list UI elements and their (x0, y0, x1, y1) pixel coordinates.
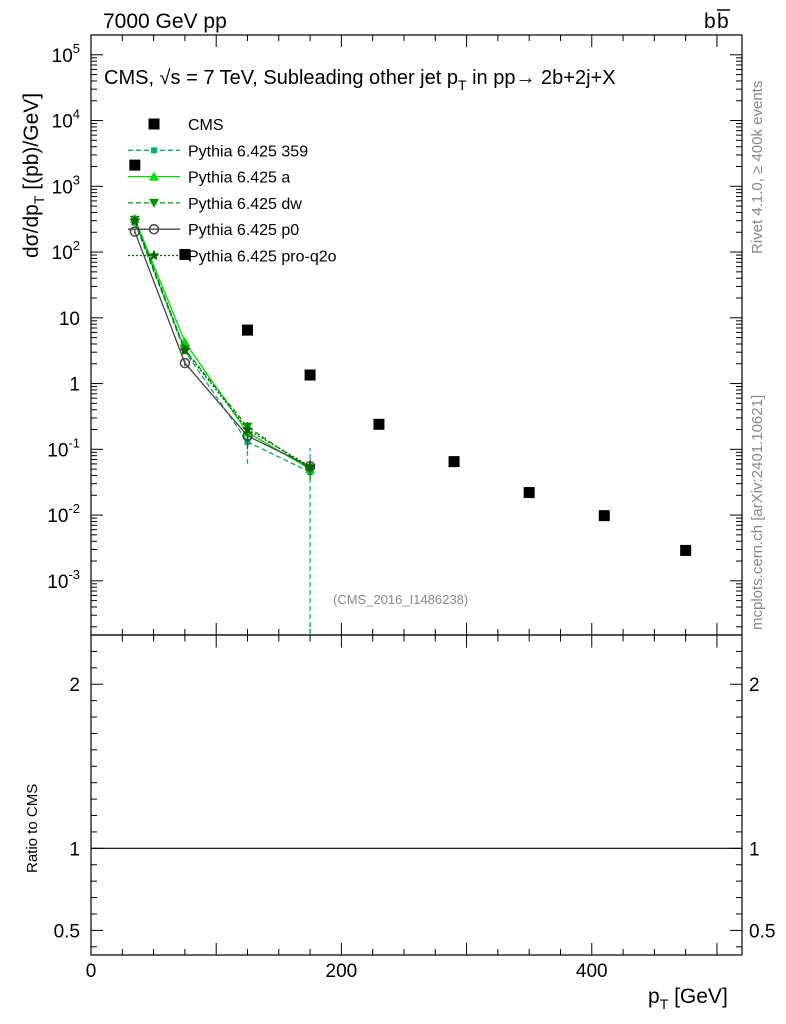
y-tick-label: 103 (52, 172, 80, 198)
x-tick-labels: 0 200 400 (86, 961, 608, 982)
header-left: 7000 GeV pp (103, 10, 227, 33)
cms-point (523, 487, 535, 499)
pythia-6-425-pro-q2o-point (304, 460, 316, 472)
pythia-6-425-pro-q2o-point (179, 344, 191, 356)
ratio-y-tick-labels: 0.5 0.5 1 1 2 2 (54, 675, 776, 942)
header-right: b b (704, 9, 730, 33)
ratio-tick-label-right: 2 (749, 675, 760, 696)
y-tick-label: 105 (52, 41, 80, 67)
cms-point (241, 324, 253, 336)
legend-marker (149, 198, 159, 208)
y-tick-label: 102 (52, 238, 80, 264)
y-tick-label: 1 (69, 375, 80, 396)
x-tick-label: 200 (326, 961, 358, 982)
legend-marker (149, 171, 159, 181)
ratio-tick-label-right: 1 (749, 839, 760, 860)
cms-point (373, 418, 385, 430)
legend: CMS Pythia 6.425 359 Pythia 6.425 a Pythia … (128, 117, 337, 266)
pythia-6-425-pro-q2o-line (134, 220, 311, 467)
y-tick-label: 104 (52, 107, 80, 133)
cms-point (179, 248, 191, 260)
pythia-6-425-p0-point (129, 226, 141, 237)
legend-marker (148, 249, 160, 261)
ratio-plot-frame (90, 634, 743, 956)
y-tick-label: 10-3 (47, 567, 80, 593)
main-axis-ticks (91, 34, 742, 628)
x-tick-label: 400 (576, 961, 608, 982)
legend-marker (148, 118, 160, 130)
rivet-label: Rivet 4.1.0, ≥ 400k events (749, 81, 766, 254)
x-axis-ticks (90, 35, 718, 955)
cms-point (304, 369, 316, 381)
ratio-tick-label-left: 0.5 (54, 921, 80, 942)
legend-label: Pythia 6.425 a (188, 170, 290, 187)
legend-entry-cms: CMS (148, 117, 224, 134)
legend-entry-pythia-6-425-359: Pythia 6.425 359 (128, 143, 308, 160)
y-tick-labels: 10-3 10-2 10-1 1 10 102 103 104 105 (47, 41, 80, 593)
legend-label: Pythia 6.425 p0 (188, 222, 299, 239)
chart-title: CMS, √s = 7 TeV, Subleading other jet pT… (104, 67, 616, 93)
legend-entry-pythia-6-425-p0: Pythia 6.425 p0 (128, 222, 299, 239)
legend-marker (151, 147, 157, 154)
analysis-id: (CMS_2016_I1486238) (333, 592, 468, 607)
legend-marker (148, 223, 160, 235)
pythia-6-425-p0-point (179, 357, 191, 369)
legend-entry-pythia-6-425-a: Pythia 6.425 a (128, 170, 290, 187)
pythia-6-425-pro-q2o-point (129, 214, 141, 226)
header-right-bbar: b (717, 10, 729, 33)
cms-point (448, 456, 460, 468)
cms-point (129, 159, 141, 171)
mcplots-label: mcplots.cern.ch [arXiv:2401.10621] (749, 395, 766, 630)
cms-point (680, 544, 692, 556)
x-tick-label: 0 (86, 961, 97, 982)
legend-label: Pythia 6.425 pro-q2o (188, 249, 337, 266)
series-pythia-6-425-pro-q2o (129, 214, 316, 476)
y-tick-label: 10-2 (47, 501, 80, 527)
ratio-tick-label-left: 1 (69, 839, 80, 860)
ratio-tick-label-left: 2 (69, 675, 80, 696)
legend-label: Pythia 6.425 359 (188, 143, 308, 160)
ratio-tick-label-right: 0.5 (749, 921, 775, 942)
series-cms (129, 159, 692, 556)
legend-entry-pythia-6-425-dw: Pythia 6.425 dw (128, 196, 302, 213)
y-tick-label: 10-1 (47, 435, 80, 461)
legend-label: CMS (188, 117, 224, 134)
y-axis-label: dσ/dpT [(pb)/GeV] (20, 93, 47, 258)
pythia-6-425-p0-line (134, 231, 311, 467)
legend-label: Pythia 6.425 dw (188, 196, 302, 213)
ratio-axis-ticks (91, 650, 742, 948)
x-axis-label: pT [GeV] (648, 985, 728, 1012)
pythia-6-425-pro-q2o-point (241, 423, 254, 435)
y-tick-label: 10 (59, 309, 80, 330)
ratio-y-axis-label: Ratio to CMS (24, 784, 41, 873)
pythia-6-425-359-line (134, 222, 311, 473)
series-layer (129, 159, 692, 635)
cms-point (598, 510, 610, 522)
header-right-b: b (704, 10, 716, 33)
legend-entry-pythia-6-425-pro-q2o: Pythia 6.425 pro-q2o (128, 249, 337, 266)
